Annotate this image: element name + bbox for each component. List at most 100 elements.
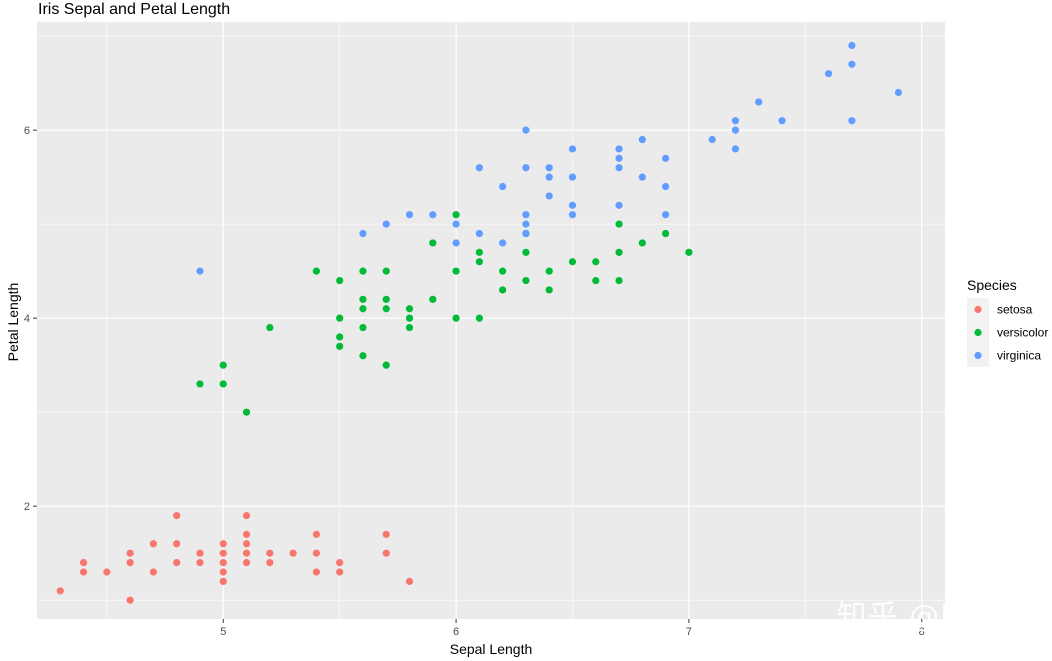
point-versicolor: [545, 267, 553, 275]
point-versicolor: [638, 239, 646, 247]
point-versicolor: [405, 323, 414, 332]
point-virginica: [755, 98, 763, 106]
point-virginica: [731, 145, 740, 153]
point-virginica: [662, 211, 670, 219]
point-versicolor: [452, 211, 460, 219]
point-setosa: [266, 558, 274, 567]
point-virginica: [848, 41, 856, 50]
point-setosa: [56, 587, 64, 595]
legend-title: Species: [967, 277, 1017, 293]
point-setosa: [242, 540, 251, 548]
point-versicolor: [382, 361, 390, 369]
point-setosa: [336, 568, 344, 576]
point-virginica: [848, 117, 856, 125]
point-virginica: [452, 220, 460, 228]
point-setosa: [336, 558, 344, 567]
point-versicolor: [359, 295, 367, 303]
chart-title: Iris Sepal and Petal Length: [38, 1, 230, 18]
point-setosa: [149, 540, 158, 548]
point-setosa: [196, 558, 204, 567]
point-versicolor: [359, 267, 367, 275]
point-virginica: [662, 154, 670, 162]
point-virginica: [568, 201, 577, 209]
legend-label-setosa: setosa: [997, 303, 1033, 317]
point-setosa: [219, 577, 227, 585]
point-versicolor: [475, 314, 483, 322]
point-setosa: [219, 540, 227, 548]
legend-label-versicolor: versicolor: [997, 326, 1048, 340]
point-versicolor: [382, 305, 390, 313]
point-virginica: [615, 201, 623, 209]
point-versicolor: [382, 295, 390, 303]
point-setosa: [173, 511, 181, 520]
legend-label-virginica: virginica: [997, 349, 1041, 363]
point-virginica: [475, 229, 483, 238]
grid-lines: [37, 22, 945, 619]
y-tick-label: 4: [24, 313, 30, 325]
y-axis-title: Petal Length: [5, 283, 21, 362]
legend-key-setosa: [974, 305, 982, 314]
point-versicolor: [475, 258, 483, 266]
point-setosa: [173, 540, 181, 548]
point-versicolor: [405, 314, 414, 322]
point-versicolor: [382, 267, 390, 275]
point-virginica: [522, 211, 530, 219]
point-versicolor: [242, 408, 251, 416]
point-versicolor: [592, 258, 600, 266]
point-setosa: [382, 530, 390, 538]
point-virginica: [568, 145, 577, 153]
point-setosa: [149, 568, 158, 576]
point-virginica: [522, 229, 530, 238]
point-virginica: [778, 117, 786, 125]
point-setosa: [219, 568, 227, 576]
point-virginica: [499, 182, 507, 191]
x-axis-title: Sepal Length: [450, 641, 533, 657]
point-setosa: [126, 596, 134, 604]
point-setosa: [242, 549, 251, 557]
point-versicolor: [568, 258, 577, 266]
x-tick-label: 8: [919, 626, 925, 638]
legend: Species setosa versicolor virginica: [967, 277, 1048, 367]
point-versicolor: [662, 229, 670, 238]
point-setosa: [312, 568, 320, 576]
x-tick-label: 5: [220, 626, 226, 638]
point-setosa: [196, 549, 204, 557]
point-versicolor: [359, 352, 367, 360]
point-virginica: [615, 164, 623, 172]
point-setosa: [126, 549, 134, 557]
point-virginica: [522, 220, 530, 228]
point-setosa: [126, 558, 134, 567]
point-virginica: [662, 182, 670, 191]
watermark-text: 知乎 @R友舍: [836, 599, 1024, 634]
point-virginica: [475, 164, 483, 172]
point-versicolor: [359, 323, 367, 332]
axis-ticks: 5 6 7 8 2 4 6: [24, 125, 925, 638]
point-setosa: [312, 530, 320, 538]
point-setosa: [266, 549, 274, 557]
point-versicolor: [522, 276, 530, 285]
point-virginica: [568, 211, 577, 219]
point-versicolor: [545, 286, 553, 294]
point-setosa: [242, 511, 251, 520]
point-virginica: [545, 192, 553, 200]
y-tick-label: 2: [24, 501, 30, 513]
point-setosa: [289, 549, 297, 557]
point-versicolor: [452, 314, 460, 322]
point-virginica: [452, 239, 460, 247]
point-virginica: [522, 126, 530, 134]
point-versicolor: [429, 295, 437, 303]
legend-key-virginica: [974, 351, 982, 360]
point-virginica: [196, 267, 204, 275]
legend-key-versicolor: [974, 328, 982, 337]
point-versicolor: [685, 248, 693, 256]
point-setosa: [219, 549, 227, 557]
point-setosa: [312, 549, 320, 557]
point-versicolor: [196, 380, 204, 388]
point-virginica: [522, 164, 530, 172]
point-versicolor: [266, 323, 274, 332]
point-setosa: [242, 530, 251, 538]
plot-panel: [37, 22, 945, 619]
point-virginica: [382, 220, 390, 228]
point-virginica: [638, 173, 646, 181]
